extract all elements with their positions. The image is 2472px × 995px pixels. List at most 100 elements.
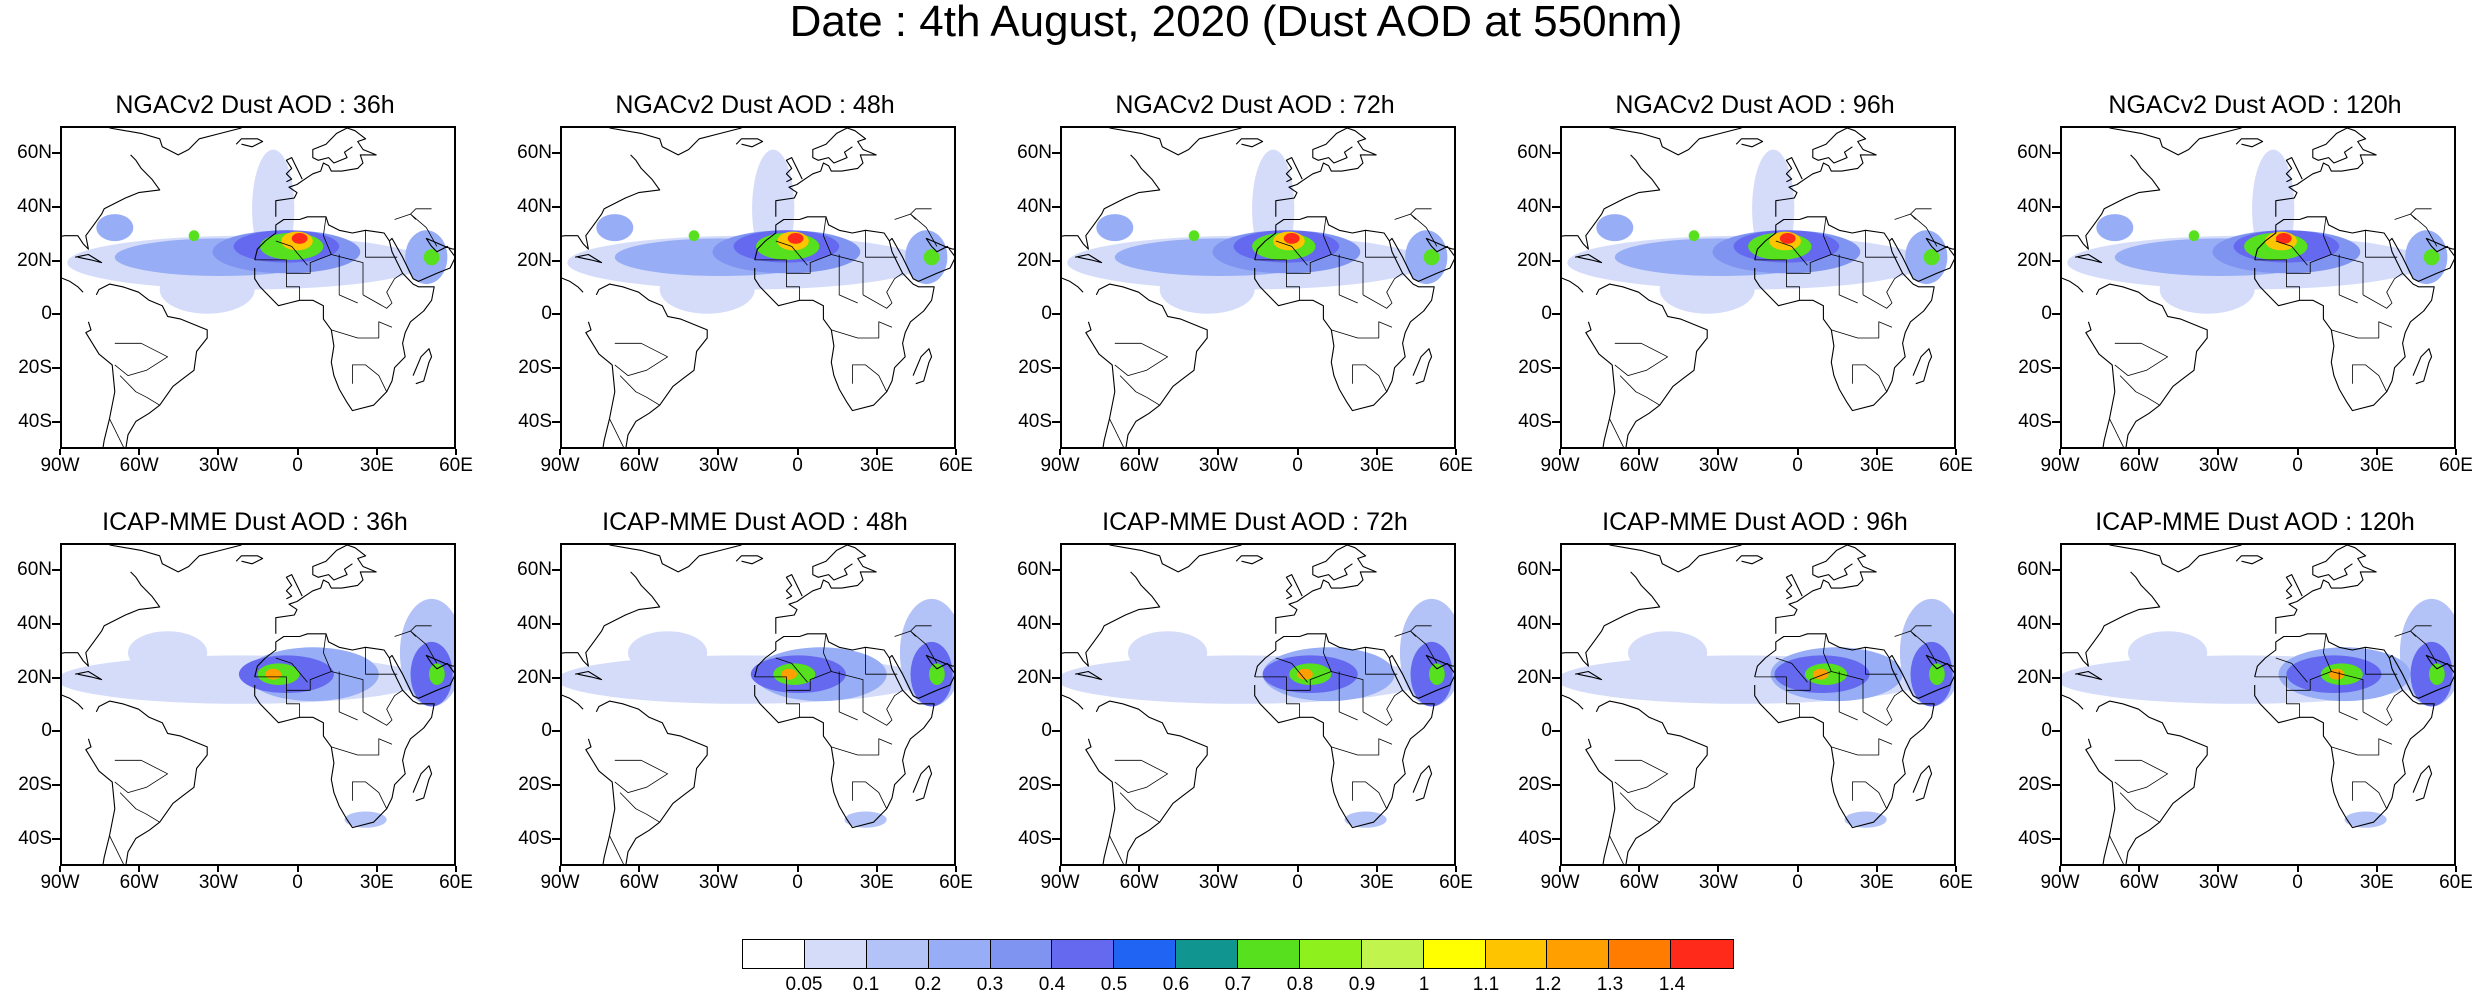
lat-tick-label: 20S (518, 357, 552, 379)
lon-tick (455, 449, 457, 455)
lat-tick-label: 60N (517, 141, 552, 163)
lat-tick (1052, 838, 1060, 841)
colorbar-label: 0.7 (1224, 974, 1252, 995)
lon-tick-label: 60W (119, 455, 159, 476)
lon-tick (59, 866, 61, 872)
lat-tick-label: 0 (41, 720, 52, 742)
lon-tick-label: 90W (1040, 872, 1080, 893)
map-frame (560, 543, 956, 866)
lon-tick-label: 30E (1359, 455, 1394, 476)
lat-tick (2052, 313, 2060, 316)
lat-tick-label: 20S (18, 357, 52, 379)
lat-tick-label: 60N (2017, 141, 2052, 163)
lon-tick-label: 30E (1359, 872, 1394, 893)
lat-tick-label: 0 (1541, 303, 1552, 325)
lat-tick-label: 20N (2017, 666, 2052, 688)
lon-tick (296, 449, 299, 455)
map-frame (560, 126, 956, 449)
lon-tick (955, 866, 957, 872)
lon-tick (1217, 449, 1220, 455)
colorbar-label: 1.1 (1472, 974, 1500, 995)
panel-title: ICAP-MME Dust AOD : 120h (2095, 508, 2415, 536)
lon-tick-label: 60E (2439, 455, 2472, 476)
lon-tick-label: 90W (2040, 872, 2080, 893)
lat-tick-label: 20S (1518, 774, 1552, 796)
lon-tick (1217, 866, 1220, 872)
panel-title: NGACv2 Dust AOD : 36h (115, 91, 395, 119)
lon-tick (955, 449, 957, 455)
lat-tick-label: 20N (1017, 666, 1052, 688)
lat-tick (2052, 568, 2060, 571)
lat-tick (2052, 784, 2060, 787)
lat-tick (52, 259, 60, 262)
dust-aod-map (2062, 545, 2454, 864)
lat-tick-label: 40N (1017, 612, 1052, 634)
lat-tick-label: 20S (18, 774, 52, 796)
lon-tick-label: 60W (1119, 455, 1159, 476)
map-frame (1560, 543, 1956, 866)
colorbar-swatch (1547, 940, 1610, 968)
lat-tick-label: 60N (2017, 558, 2052, 580)
colorbar-swatch (1052, 940, 1115, 968)
colorbar-swatch (1238, 940, 1300, 968)
lat-tick (52, 313, 60, 316)
lat-tick-label: 40S (1518, 828, 1552, 850)
lat-tick (552, 568, 560, 571)
lon-tick (717, 866, 720, 872)
lon-tick (455, 866, 457, 872)
lat-tick (2052, 730, 2060, 733)
lat-tick-label: 60N (1517, 141, 1552, 163)
lat-tick (1052, 205, 1060, 208)
lat-tick (52, 421, 60, 424)
lon-tick (296, 866, 299, 872)
lon-tick (1875, 449, 1878, 455)
lon-tick (1455, 866, 1457, 872)
lon-tick-label: 60E (2439, 872, 2472, 893)
lat-tick (2052, 838, 2060, 841)
lon-tick (796, 866, 799, 872)
lat-tick-label: 0 (1041, 303, 1052, 325)
colorbar-swatch (1176, 940, 1238, 968)
lat-tick-label: 20N (1517, 249, 1552, 271)
lat-tick (1552, 313, 1560, 316)
main-title: Date : 4th August, 2020 (Dust AOD at 550… (789, 0, 1683, 46)
colorbar-label: 0.8 (1286, 974, 1314, 995)
map-panel: ICAP-MME Dust AOD : 96h 60N 40N 20N 0 20S 40S 9… (1500, 507, 2000, 897)
lon-tick-label: 0 (292, 455, 303, 476)
lat-tick (1552, 622, 1560, 625)
colorbar-label: 0.9 (1348, 974, 1376, 995)
lon-tick-label: 0 (292, 872, 303, 893)
lon-tick-label: 30W (1698, 872, 1738, 893)
panel-title: NGACv2 Dust AOD : 72h (1115, 91, 1395, 119)
lat-tick (1552, 784, 1560, 787)
lat-tick (2052, 259, 2060, 262)
lat-tick (552, 205, 560, 208)
lon-tick (2455, 449, 2457, 455)
lon-tick-label: 90W (540, 872, 580, 893)
colorbar-label: 0.05 (785, 974, 823, 995)
lat-tick-label: 40N (1517, 195, 1552, 217)
panel-title: NGACv2 Dust AOD : 96h (1615, 91, 1895, 119)
lat-tick (1552, 151, 1560, 154)
lon-tick-label: 30W (1198, 872, 1238, 893)
colorbar-label: 1.4 (1658, 974, 1686, 995)
lon-tick-label: 0 (792, 872, 803, 893)
lat-tick (52, 676, 60, 679)
colorbar-label: 0.6 (1162, 974, 1190, 995)
colorbar-label: 0.4 (1038, 974, 1066, 995)
colorbar-swatch (1299, 940, 1362, 968)
lat-tick-label: 40S (2018, 828, 2052, 850)
lat-tick-label: 0 (541, 303, 552, 325)
map-frame (1060, 126, 1456, 449)
lon-tick (1455, 449, 1457, 455)
lon-tick (59, 449, 61, 455)
colorbar-label: 0.3 (976, 974, 1004, 995)
lat-tick-label: 40S (18, 828, 52, 850)
lat-tick (1552, 367, 1560, 370)
colorbar-swatch (1609, 940, 1672, 968)
lat-tick-label: 20N (517, 249, 552, 271)
lon-tick (1717, 449, 1720, 455)
lon-tick-label: 60E (1439, 872, 1473, 893)
lon-tick-label: 30W (2198, 455, 2238, 476)
lon-tick (717, 449, 720, 455)
